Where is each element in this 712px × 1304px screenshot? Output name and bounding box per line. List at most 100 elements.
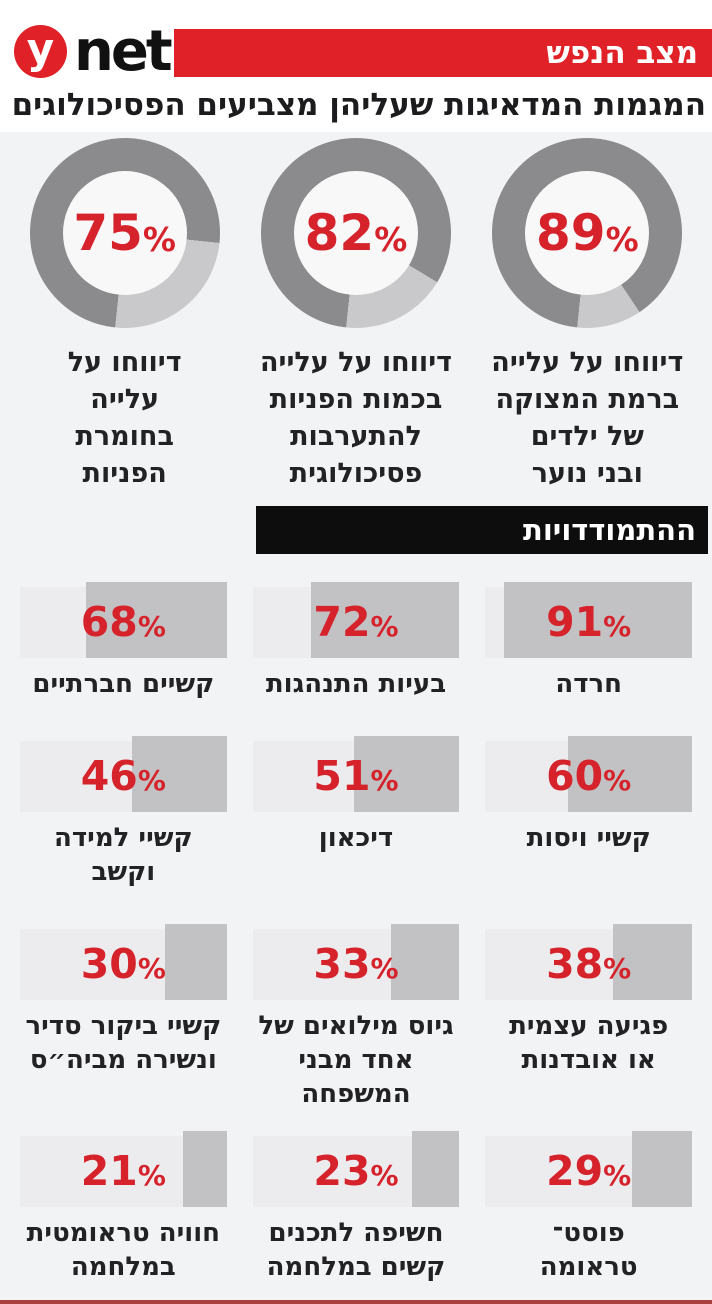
stat-value: 60% <box>485 741 692 812</box>
percent-sign: % <box>137 610 166 643</box>
donut-value-89: 89% <box>492 138 682 328</box>
percent-sign: % <box>142 219 176 259</box>
stat-bar-fill <box>411 1131 460 1207</box>
percent-sign: % <box>370 610 399 643</box>
stat-value: 33% <box>253 929 460 1000</box>
stat-label: חרדה <box>555 669 622 699</box>
stat-bar-fill <box>131 736 227 812</box>
percent-sign: % <box>137 764 166 797</box>
stat-bar: 23% <box>252 1131 460 1207</box>
stat-label: קשיי ביקור סדיר ונשירה מביה״ס <box>25 1011 222 1075</box>
stat-bar: 46% <box>20 736 227 812</box>
stat-hard-content-exposure: 23% חשיפה לתכנים קשים במלחמה <box>252 1131 460 1284</box>
stat-bar-fill <box>183 1131 227 1207</box>
stat-label: קשיי ויסות <box>526 823 651 853</box>
percent-sign: % <box>137 1159 166 1192</box>
stat-bar: 30% <box>20 924 227 1000</box>
percent-sign: % <box>370 764 399 797</box>
stat-label: פגיעה עצמית או אובדנות <box>509 1011 669 1075</box>
stats-row-3: 30% קשיי ביקור סדיר ונשירה מביה״ס 33% גי… <box>0 924 712 1111</box>
percent-sign: % <box>370 952 399 985</box>
stat-value: 91% <box>485 587 692 658</box>
donut-number: 82 <box>304 204 375 262</box>
stat-label: בעיות התנהגות <box>265 669 447 699</box>
stat-number: 23 <box>313 1147 371 1195</box>
page-title: המגמות המדאיגות שעליהן מצביעים הפסיכולוג… <box>11 87 706 123</box>
stat-bar: 33% <box>252 924 460 1000</box>
stat-post-trauma: 29% פוסט־ טראומה <box>485 1131 692 1284</box>
stat-value: 72% <box>253 587 460 658</box>
stat-label: דיכאון <box>318 823 394 853</box>
page-header: y net מצב הנפש המגמות המדאיגות שעליהן מצ… <box>0 0 712 123</box>
stat-learning-attention: 46% קשיי למידה וקשב <box>20 736 227 889</box>
stat-regulation-difficulties: 60% קשיי ויסות <box>485 736 692 889</box>
donut-ring-89: 89% <box>492 138 683 328</box>
donut-chart-89: 89% דיווחו על עלייה ברמת המצוקה של ילדים… <box>479 138 696 492</box>
topic-banner: מצב הנפש <box>173 29 712 77</box>
stat-social-difficulties: 68% קשיים חברתיים <box>20 582 227 701</box>
stat-label: חוויה טראומטית במלחמה <box>26 1218 220 1282</box>
stat-number: 30 <box>80 940 138 988</box>
ynet-logo-circle-icon: y <box>14 25 67 78</box>
stat-reserve-duty-family: 33% גיוס מילואים של אחד מבני המשפחה <box>252 924 460 1111</box>
donut-number: 75 <box>73 204 143 262</box>
donut-value-82: 82% <box>261 138 451 328</box>
stat-number: 21 <box>80 1147 138 1195</box>
stat-bar: 60% <box>485 736 692 812</box>
donut-hole <box>293 171 418 295</box>
stat-depression: 51% דיכאון <box>252 736 460 889</box>
stat-number: 91 <box>546 598 604 646</box>
donut-charts-row: 75% דיווחו על עלייה בחומרת הפניות 82% די… <box>0 138 712 492</box>
stat-value: 29% <box>485 1136 692 1207</box>
percent-sign: % <box>603 764 632 797</box>
section-banner: ההתמודדויות <box>256 506 708 554</box>
stat-value: 51% <box>253 741 460 812</box>
donut-chart-75: 75% דיווחו על עלייה בחומרת הפניות <box>16 138 233 492</box>
ynet-logo: y net <box>14 18 174 84</box>
donut-chart-82: 82% דיווחו על עלייה בכמות הפניות להתערבו… <box>247 138 464 492</box>
percent-sign: % <box>605 219 639 259</box>
stat-number: 51 <box>313 752 371 800</box>
infographic-body: 75% דיווחו על עלייה בחומרת הפניות 82% די… <box>0 132 712 1304</box>
percent-sign: % <box>603 1159 632 1192</box>
stat-behavior-problems: 72% בעיות התנהגות <box>252 582 460 701</box>
donut-caption-82: דיווחו על עלייה בכמות הפניות להתערבות פס… <box>259 347 453 489</box>
stat-school-attendance: 30% קשיי ביקור סדיר ונשירה מביה״ס <box>20 924 227 1111</box>
ynet-logo-net: net <box>74 18 173 84</box>
stat-number: 33 <box>313 940 371 988</box>
stat-self-harm: 38% פגיעה עצמית או אובדנות <box>485 924 692 1111</box>
stat-value: 21% <box>20 1136 227 1207</box>
stat-number: 38 <box>546 940 604 988</box>
stat-label: קשיים חברתיים <box>32 669 215 699</box>
stat-bar-fill <box>503 582 692 658</box>
stat-bar-fill <box>86 582 227 658</box>
stat-bar-fill <box>613 924 692 1000</box>
stat-number: 60 <box>546 752 604 800</box>
stat-value: 38% <box>485 929 692 1000</box>
stat-label: קשיי למידה וקשב <box>54 823 193 887</box>
stat-bar: 91% <box>485 582 692 658</box>
stat-label: פוסט־ טראומה <box>539 1218 638 1282</box>
donut-hole <box>525 171 650 295</box>
stat-bar: 38% <box>485 924 692 1000</box>
stat-bar: 51% <box>252 736 460 812</box>
stat-value: 30% <box>20 929 227 1000</box>
ynet-logo-y: y <box>26 23 55 73</box>
stats-row-4: 21% חוויה טראומטית במלחמה 23% חשיפה לתכנ… <box>0 1131 712 1284</box>
stat-bar-fill <box>632 1131 692 1207</box>
stat-bar-fill <box>310 582 460 658</box>
stat-bar: 72% <box>252 582 460 658</box>
percent-sign: % <box>370 1159 399 1192</box>
stats-row-2: 46% קשיי למידה וקשב 51% דיכאון 60% קשיי … <box>0 736 712 889</box>
donut-number: 89 <box>535 204 606 262</box>
stat-number: 46 <box>80 752 138 800</box>
stat-anxiety: 91% חרדה <box>485 582 692 701</box>
stat-value: 68% <box>20 587 227 658</box>
stat-number: 72 <box>313 598 371 646</box>
stat-bar-fill <box>164 924 227 1000</box>
stat-war-trauma-experience: 21% חוויה טראומטית במלחמה <box>20 1131 227 1284</box>
stat-bar-fill <box>353 736 460 812</box>
donut-hole <box>62 171 187 295</box>
donut-caption-89: דיווחו על עלייה ברמת המצוקה של ילדים ובנ… <box>491 347 684 489</box>
stats-row-1: 68% קשיים חברתיים 72% בעיות התנהגות 91% … <box>0 582 712 701</box>
